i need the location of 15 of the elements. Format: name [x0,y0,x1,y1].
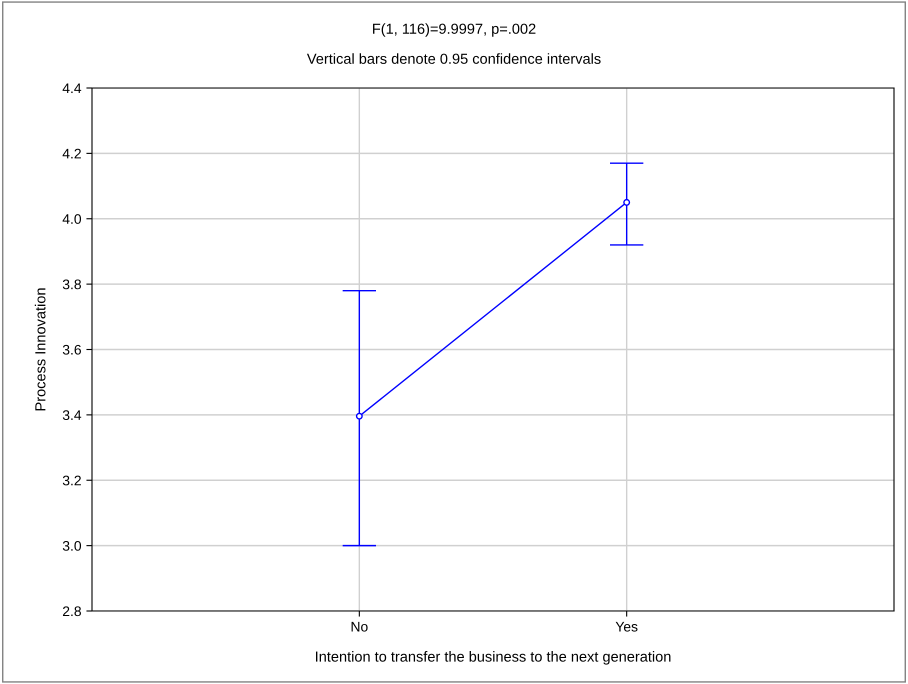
chart-subtitle: Vertical bars denote 0.95 confidence intervals [306,53,601,64]
x-axis-title: Intention to transfer the business to the next generation [316,651,670,665]
y-tick-label: 3.6 [62,344,81,355]
x-tick-label: No [352,622,368,632]
y-axis-title: Process Innovation [34,288,46,410]
y-tick-label: 4.2 [62,148,81,158]
y-tick-label: 3.0 [62,540,82,551]
y-tick-label: 3.2 [62,476,81,486]
chart-title: F(1, 116)=9.9997, p=.002 [373,23,536,37]
y-tick-label: 4.0 [62,214,82,224]
y-tick-label: 3.4 [62,410,82,420]
y-tick-label: 4.4 [62,83,82,94]
y-tick-label: 3.8 [62,279,81,290]
y-tick-label: 2.8 [62,606,81,616]
x-tick-label: Yes [616,622,638,632]
